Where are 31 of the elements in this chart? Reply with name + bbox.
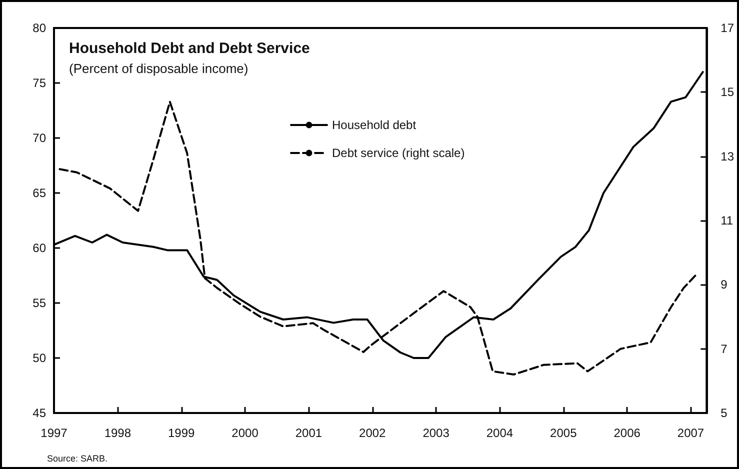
y2-tick-label: 11 — [720, 214, 734, 228]
legend-label: Household debt — [332, 118, 417, 132]
y2-tick-label: 15 — [720, 85, 734, 100]
y2-tick-label: 5 — [720, 406, 728, 420]
x-tick-label: 2002 — [359, 426, 386, 440]
y-tick-label: 55 — [32, 296, 46, 310]
y-tick-label: 70 — [32, 131, 46, 145]
y2-tick-label: 7 — [720, 342, 728, 356]
text: (Percent of disposable income) — [69, 61, 248, 76]
y2-tick-label: 13 — [720, 149, 734, 164]
y2-tick-label: 17 — [720, 21, 734, 35]
source-note: Source: SARB. — [47, 454, 108, 464]
text: Household Debt and Debt Service — [69, 40, 310, 57]
y-tick-label: 80 — [32, 21, 46, 35]
x-tick-label: 2005 — [550, 426, 578, 440]
x-tick-label: 2004 — [486, 426, 514, 440]
y-tick-label: 65 — [32, 186, 46, 200]
y-tick-label: 60 — [32, 241, 46, 255]
y-tick-label: 75 — [32, 76, 46, 90]
x-tick-label: 2003 — [422, 426, 450, 440]
x-tick-label: 2001 — [295, 426, 322, 440]
x-tick-label: 2000 — [232, 426, 259, 440]
y2-tick-label: 9 — [720, 278, 728, 292]
x-tick-label: 2007 — [677, 426, 704, 440]
x-tick-label: 1997 — [40, 426, 68, 440]
x-tick-label: 1999 — [168, 426, 196, 440]
x-tick-label: 1998 — [104, 426, 132, 440]
x-tick-label: 2006 — [614, 426, 641, 440]
legend-label: Debt service (right scale) — [332, 146, 465, 160]
y-tick-label: 50 — [32, 351, 46, 365]
y-tick-label: 45 — [32, 406, 46, 420]
